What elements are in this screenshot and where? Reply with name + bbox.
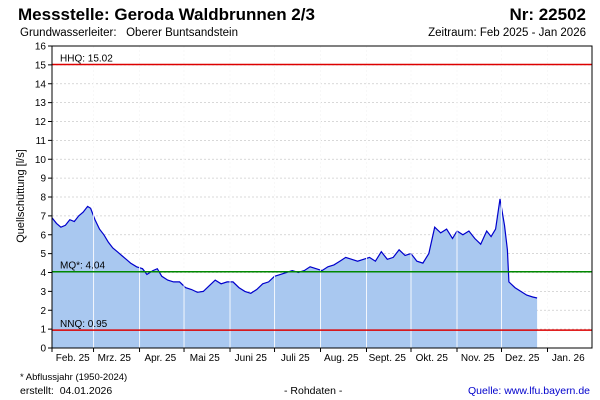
x-tick-label: Feb. 25 [56, 353, 90, 364]
y-tick-label: 0 [40, 344, 46, 355]
x-tick-label: Mrz. 25 [98, 353, 132, 364]
x-tick-label: Juli 25 [281, 353, 310, 364]
source-link[interactable]: Quelle: www.lfu.bayern.de [468, 385, 590, 397]
created-date: 04.01.2026 [59, 385, 113, 397]
y-tick-label: 2 [40, 306, 46, 317]
aquifer-info: Grundwasserleiter: Oberer Buntsandstein [20, 27, 238, 39]
y-tick-label: 13 [35, 98, 47, 109]
y-tick-label: 14 [35, 79, 47, 90]
x-tick-label: Mai 25 [190, 353, 220, 364]
aquifer-value: Oberer Buntsandstein [126, 27, 238, 39]
discharge-area [51, 198, 538, 348]
y-tick-label: 9 [40, 174, 46, 185]
y-tick-label: 6 [40, 230, 46, 241]
x-tick-label: Jan. 26 [552, 353, 585, 364]
x-tick-label: Dez. 25 [505, 353, 540, 364]
discharge-fill [52, 198, 538, 348]
reference-label: HHQ: 15.02 [60, 53, 113, 64]
discharge-line [51, 198, 538, 299]
chart-title: Messstelle: Geroda Waldbrunnen 2/3 [18, 5, 315, 24]
y-tick-label: 10 [35, 155, 47, 166]
y-tick-label: 11 [36, 136, 47, 147]
y-tick-label: 8 [40, 193, 46, 204]
y-tick-label: 1 [40, 325, 46, 336]
created-label: erstellt: [20, 385, 54, 397]
footnote: * Abflussjahr (1950-2024) [20, 372, 128, 383]
x-tick-label: Okt. 25 [416, 353, 449, 364]
reference-lines: HHQ: 15.02 MQ*: 4.04 NNQ: 0.95 [52, 53, 592, 331]
period-label: Zeitraum: Feb 2025 - Jan 2026 [428, 27, 586, 39]
y-axis-label: Quellschüttung [l/s] [15, 149, 27, 243]
station-number: Nr: 22502 [509, 5, 586, 24]
reference-label: NNQ: 0.95 [60, 319, 108, 330]
aquifer-label: Grundwasserleiter: [20, 27, 117, 39]
y-tick-label: 12 [35, 117, 47, 128]
x-tick-label: Sept. 25 [369, 353, 407, 364]
x-tick-label: Aug. 25 [324, 353, 359, 364]
plot-frame [51, 45, 593, 349]
y-tick-label: 15 [35, 60, 47, 71]
x-tick-label: Apr. 25 [144, 353, 176, 364]
y-tick-label: 4 [40, 268, 46, 279]
y-tick-label: 16 [35, 42, 47, 53]
x-tick-label: Juni 25 [235, 353, 268, 364]
reference-label: MQ*: 4.04 [60, 261, 105, 272]
x-tick-label: Nov. 25 [461, 353, 495, 364]
y-tick-label: 3 [40, 287, 46, 298]
data-type-label: - Rohdaten - [284, 385, 343, 397]
created-info: erstellt: 04.01.2026 [20, 385, 112, 397]
y-tick-label: 5 [40, 249, 46, 260]
y-tick-label: 7 [40, 211, 46, 222]
